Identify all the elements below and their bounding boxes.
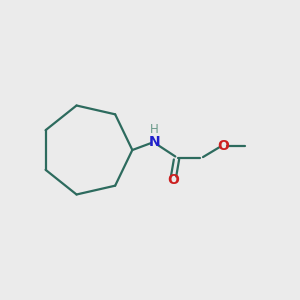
Text: O: O [168,173,179,187]
Text: N: N [148,135,160,149]
Text: O: O [217,139,229,153]
Text: H: H [150,123,159,136]
